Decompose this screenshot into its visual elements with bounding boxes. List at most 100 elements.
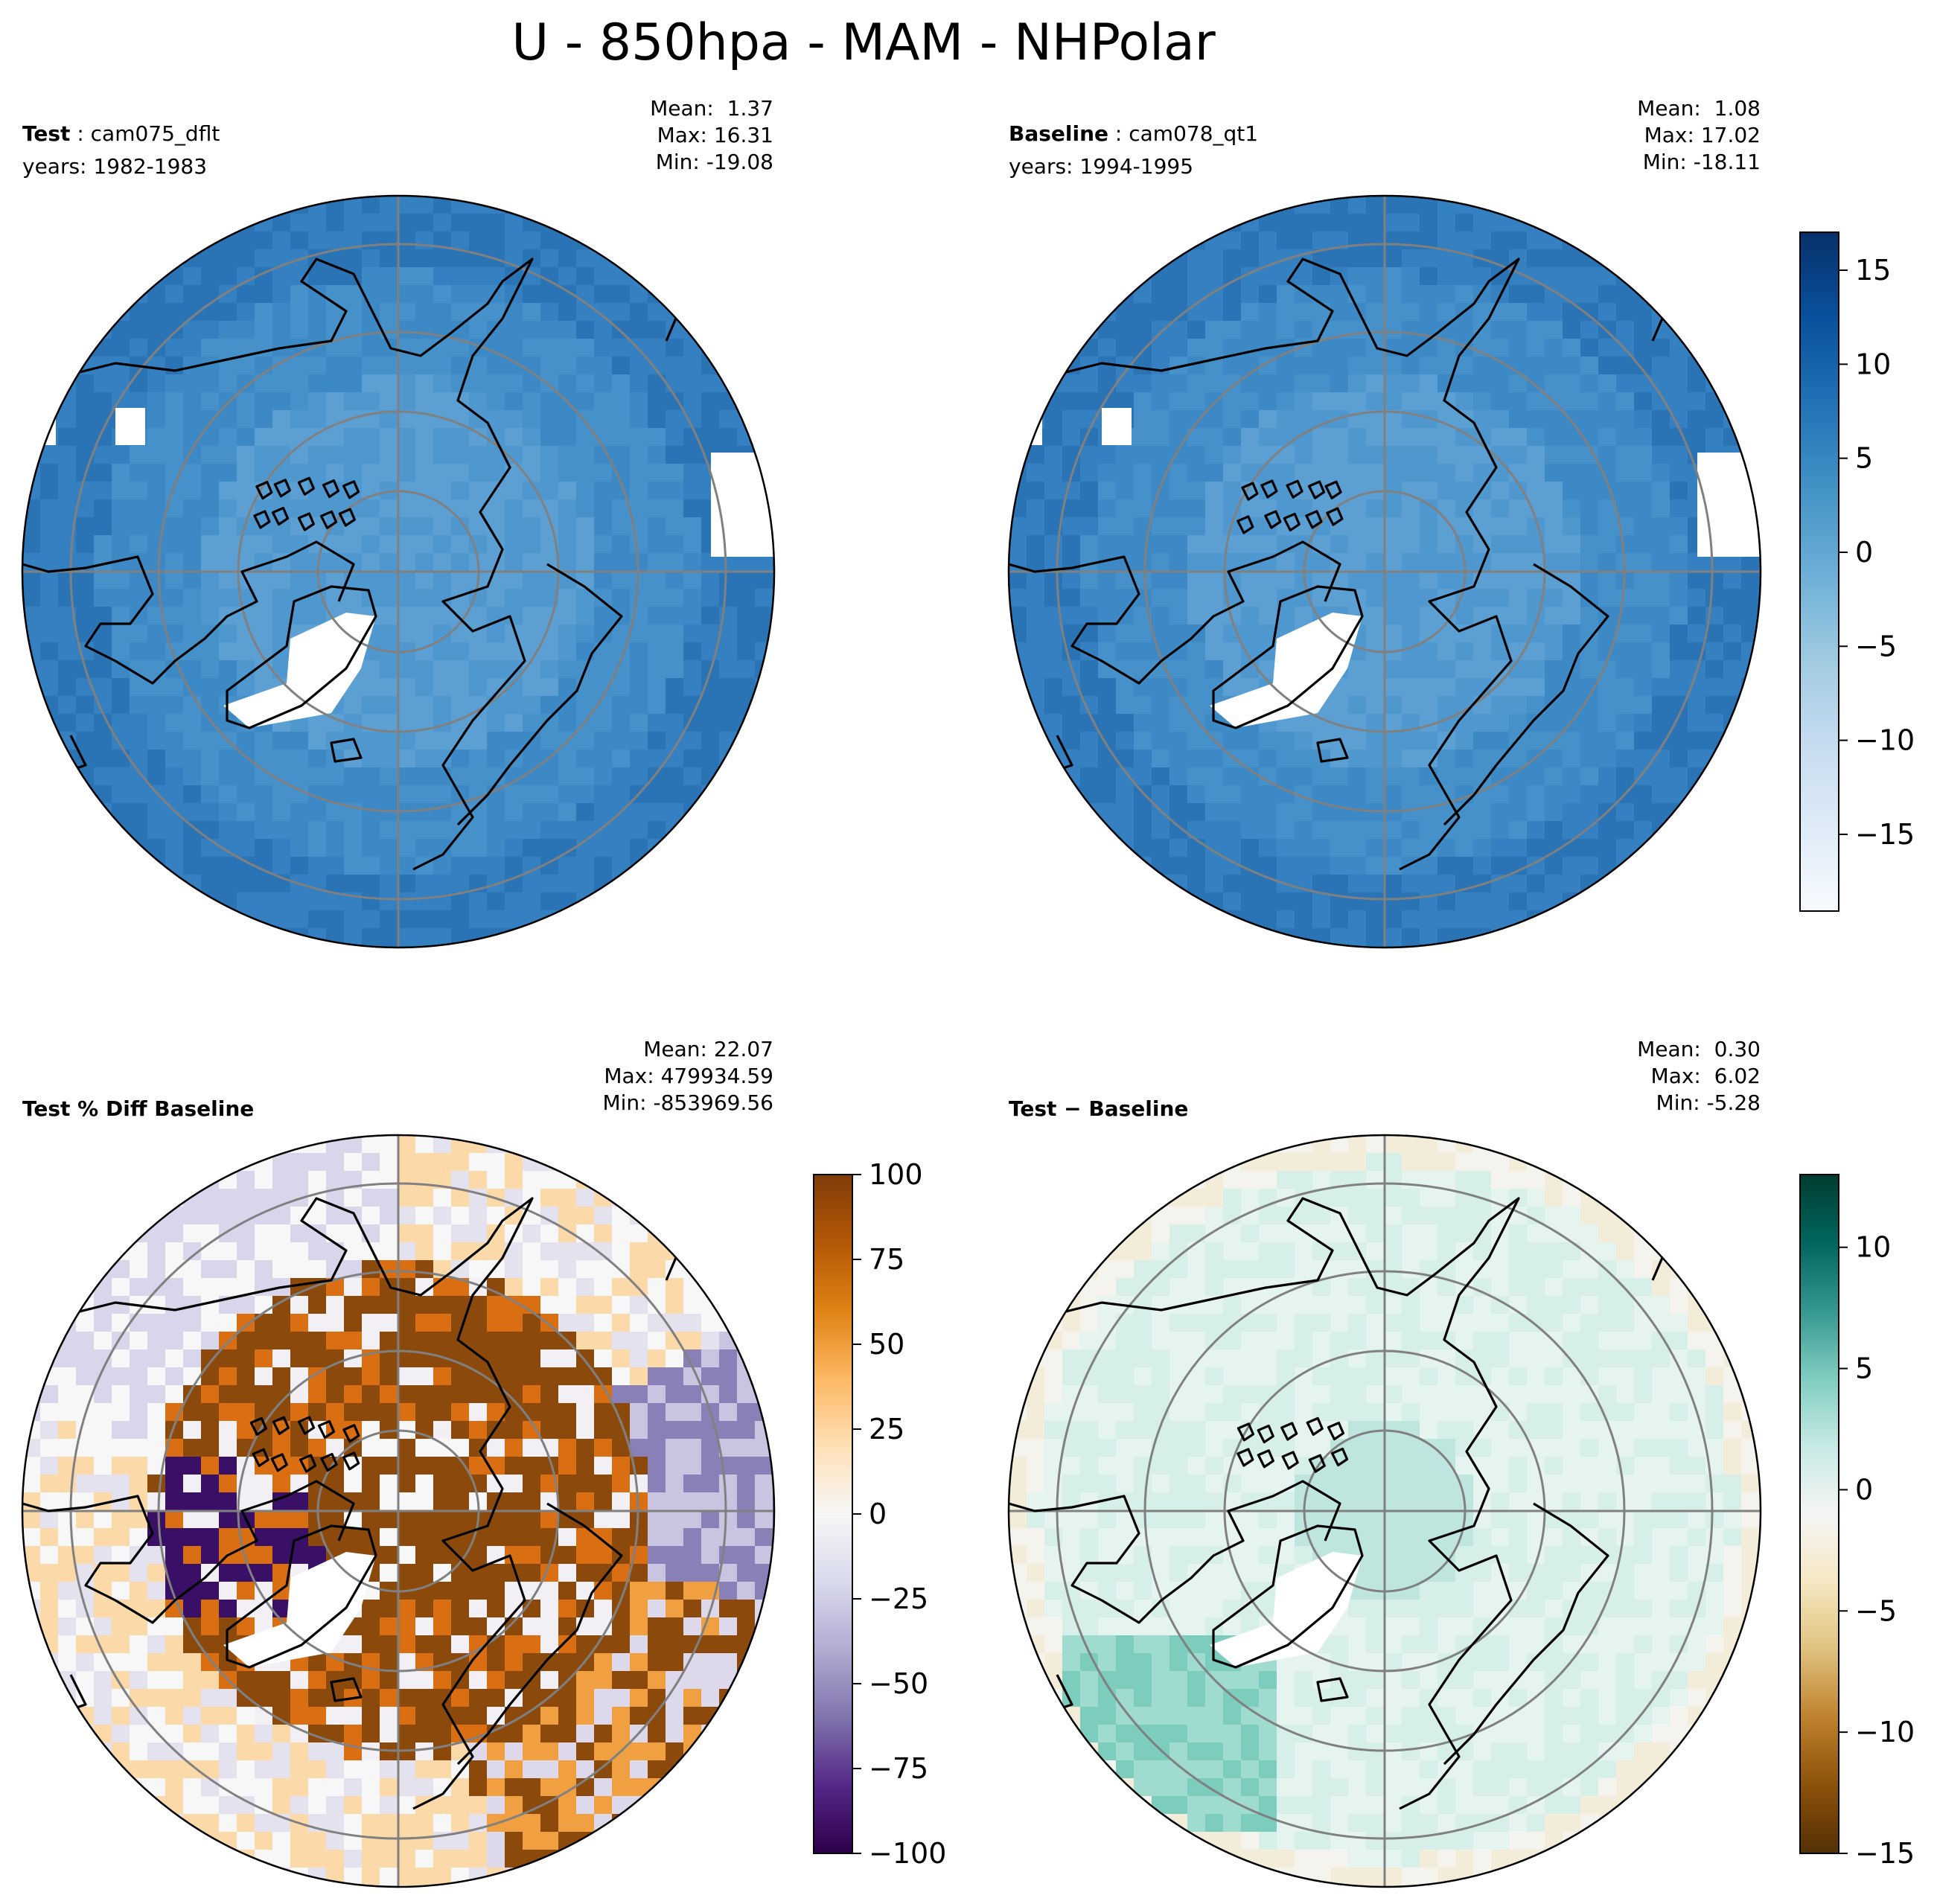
grid-cell: [1402, 892, 1420, 911]
grid-cell: [487, 1653, 505, 1672]
grid-cell: [630, 1367, 648, 1386]
grid-cell: [523, 1528, 541, 1547]
grid-cell: [576, 1564, 595, 1582]
grid-cell: [147, 803, 166, 822]
grid-cell: [1598, 732, 1617, 750]
grid-cell: [505, 517, 523, 536]
grid-cell: [1169, 1528, 1188, 1547]
grid-cell: [487, 1528, 505, 1547]
grid-cell: [398, 1707, 416, 1725]
grid-cell: [94, 1457, 112, 1475]
grid-cell: [398, 678, 416, 697]
grid-cell: [683, 1385, 702, 1404]
grid-cell: [469, 678, 488, 697]
grid-cell: [130, 1260, 148, 1279]
grid-cell: [255, 410, 273, 429]
grid-cell: [1080, 732, 1099, 750]
grid-cell: [558, 1421, 577, 1440]
grid-cell: [648, 1778, 666, 1797]
grid-cell: [362, 321, 380, 339]
grid-cell: [1205, 821, 1224, 840]
grid-cell: [272, 1760, 291, 1779]
grid-cell: [415, 1403, 434, 1422]
grid-cell: [22, 428, 41, 447]
grid-cell: [201, 1671, 220, 1690]
grid-cell: [683, 732, 702, 750]
grid-cell: [362, 1314, 380, 1332]
grid-cell: [1330, 875, 1349, 893]
grid-cell: [22, 1367, 41, 1386]
grid-cell: [272, 732, 291, 750]
grid-cell: [1187, 1796, 1206, 1815]
grid-cell: [1652, 535, 1670, 554]
grid-cell: [165, 1385, 184, 1404]
grid-cell: [1009, 1475, 1027, 1493]
grid-cell: [1152, 732, 1170, 750]
coastline-iceland: [1316, 738, 1349, 763]
grid-cell: [1652, 410, 1670, 429]
grid-cell: [630, 1475, 648, 1493]
grid-cell: [1473, 714, 1492, 732]
grid-cell: [415, 928, 434, 947]
grid-cell: [147, 1671, 166, 1690]
grid-cell: [362, 357, 380, 375]
panel-2-stats: Mean: 1.08 Max: 17.02 Min: -18.11: [1637, 95, 1761, 176]
grid-cell: [755, 1528, 773, 1547]
grid-cell: [1402, 589, 1420, 607]
grid-cell: [398, 875, 416, 893]
grid-cell: [255, 303, 273, 322]
grid-cell: [1688, 410, 1706, 429]
grid-cell: [1634, 607, 1653, 625]
grid-cell: [1420, 214, 1438, 232]
grid-cell: [612, 1296, 631, 1314]
grid-cell: [1473, 446, 1492, 464]
grid-cell: [1491, 553, 1510, 572]
grid-cell: [612, 732, 631, 750]
grid-cell: [22, 1385, 41, 1404]
grid-cell: [1366, 732, 1385, 750]
grid-cell: [1116, 1439, 1135, 1457]
grid-cell: [58, 1635, 77, 1654]
grid-cell: [1134, 1224, 1152, 1243]
grid-cell: [1259, 410, 1277, 429]
grid-cell: [308, 1671, 327, 1690]
grid-cell: [1455, 678, 1474, 697]
grid-cell: [415, 1814, 434, 1833]
grid-cell: [1420, 821, 1438, 840]
grid-cell: [576, 696, 595, 715]
grid-cell: [683, 1707, 702, 1725]
grid-cell: [415, 392, 434, 411]
grid-cell: [201, 571, 220, 590]
grid-cell: [1580, 535, 1599, 554]
grid-cell: [1134, 1742, 1152, 1761]
grid-cell: [362, 339, 380, 357]
grid-cell: [183, 1725, 202, 1743]
grid-cell: [487, 446, 505, 464]
grid-cell: [1384, 499, 1403, 518]
panel-2-max: Max: 17.02: [1644, 123, 1761, 147]
grid-cell: [415, 446, 434, 464]
grid-cell: [362, 1868, 380, 1886]
grid-cell: [523, 1278, 541, 1297]
grid-cell: [308, 1439, 327, 1457]
grid-cell: [648, 303, 666, 322]
grid-cell: [201, 1689, 220, 1707]
grid-cell: [1098, 339, 1117, 357]
grid-cell: [380, 1635, 398, 1654]
grid-cell: [1437, 910, 1456, 929]
grid-cell: [505, 1332, 523, 1350]
grid-cell: [255, 1171, 273, 1189]
grid-cell: [683, 1546, 702, 1565]
grid-cell: [683, 1296, 702, 1314]
grid-cell: [1152, 696, 1170, 715]
grid-cell: [1080, 624, 1099, 643]
grid-cell: [594, 1314, 613, 1332]
grid-cell: [1563, 499, 1581, 518]
grid-cell: [1634, 571, 1653, 590]
grid-cell: [1455, 231, 1474, 250]
grid-cell: [380, 535, 398, 554]
grid-cell: [1491, 839, 1510, 857]
grid-cell: [558, 464, 577, 482]
coastline-island: [342, 480, 360, 499]
grid-cell: [76, 374, 95, 393]
